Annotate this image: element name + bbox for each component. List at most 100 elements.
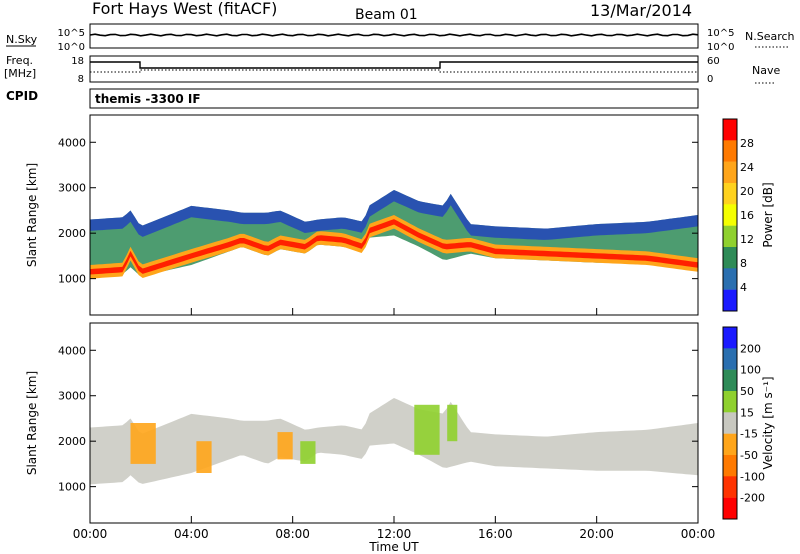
velocity-colorbar-label: Velocity [m s⁻¹]	[761, 376, 775, 469]
power-yaxis: 1000 2000 3000 4000	[58, 136, 698, 286]
freq-panel: Freq. [MHz] 18 8 60 0 Nave	[4, 54, 780, 85]
noise-panel: N.Sky 10^5 10^0 10^5 10^0 N.Search	[6, 23, 795, 53]
colorbar-tick-label: 200	[740, 342, 761, 355]
weak-echo-fringe	[90, 190, 698, 240]
power-panel: 1000 2000 3000 4000 Slant Range [km] 28 24 20…	[25, 114, 775, 316]
colorbar-tick-label: 12	[740, 233, 754, 246]
colorbar-swatch	[723, 455, 737, 477]
colorbar-tick-label: -50	[740, 449, 758, 462]
noise-left-tick-bottom: 10^0	[58, 42, 85, 53]
colorbar-tick-label: 15	[740, 406, 754, 419]
x-tick-label: 00:00	[681, 527, 716, 541]
y-tick-label: 2000	[58, 227, 86, 240]
velocity-band	[90, 398, 698, 485]
noise-left-tick-top: 10^5	[58, 28, 85, 39]
colorbar-tick-label: -100	[740, 470, 765, 483]
freq-tick-top: 18	[71, 56, 84, 67]
freq-tick-bottom: 8	[78, 74, 84, 85]
y-tick-label: 3000	[58, 390, 86, 403]
time-axis-label: Time UT	[368, 540, 419, 554]
x-tick-label: 00:00	[73, 527, 108, 541]
colorbar-tick-label: 8	[740, 257, 747, 270]
colorbar-swatch	[723, 412, 737, 434]
y-tick-label: 1000	[58, 273, 86, 286]
colorbar-swatch	[723, 348, 737, 370]
velocity-patch	[447, 404, 458, 442]
colorbar-swatch	[723, 369, 737, 392]
velocity-patch	[196, 441, 212, 473]
colorbar-tick-label: 50	[740, 385, 754, 398]
colorbar-swatch	[723, 433, 737, 456]
x-tick-label: 16:00	[478, 527, 513, 541]
colorbar-swatch	[723, 391, 737, 413]
colorbar-swatch	[723, 327, 737, 349]
peak-echo-strip	[90, 219, 698, 275]
colorbar-frame	[722, 326, 738, 520]
colorbar-swatch	[723, 476, 737, 498]
power-colorbar-label: Power [dB]	[761, 182, 775, 247]
colorbar-swatch	[723, 204, 737, 226]
colorbar-tick-label: 16	[740, 209, 754, 222]
date-label: 13/Mar/2014	[590, 1, 692, 20]
freq-label-line2: [MHz]	[4, 67, 36, 80]
nave-trace	[90, 69, 698, 73]
colorbar-swatch	[723, 268, 737, 290]
freq-label-line1: Freq.	[6, 54, 33, 67]
x-tick-label: 04:00	[174, 527, 209, 541]
colorbar-swatch	[723, 247, 737, 269]
echo-band	[90, 398, 698, 485]
noise-trace	[89, 33, 699, 37]
nave-tick-bottom: 0	[707, 74, 713, 85]
colorbar-swatch	[723, 183, 737, 205]
power-ylabel: Slant Range [km]	[25, 163, 39, 267]
colorbar-tick-label: -200	[740, 492, 765, 505]
velocity-patch	[277, 432, 293, 460]
velocity-panel: 1000 2000 3000 4000 Slant Range [km] 200 100…	[25, 322, 775, 524]
power-colorbar: 28 24 20 16 12 8 4	[722, 118, 754, 312]
colorbar-swatch	[723, 119, 737, 141]
y-tick-label: 4000	[58, 136, 86, 149]
colorbar-tick-label: 4	[740, 281, 747, 294]
beam-label: Beam 01	[355, 7, 418, 23]
noise-panel-frame	[89, 23, 699, 49]
y-tick-label: 1000	[58, 481, 86, 494]
colorbar-tick-label: 20	[740, 185, 754, 198]
cpid-frame	[89, 88, 699, 109]
colorbar-swatch	[723, 289, 737, 312]
station-title: Fort Hays West (fitACF)	[92, 0, 277, 18]
y-tick-label: 4000	[58, 344, 86, 357]
power-band	[90, 190, 698, 279]
freq-panel-frame	[89, 55, 699, 83]
colorbar-swatch	[723, 225, 737, 248]
x-tick-label: 12:00	[377, 527, 412, 541]
noise-right-tick-top: 10^5	[707, 28, 734, 39]
frequency-trace	[90, 61, 698, 69]
velocity-patch	[300, 441, 316, 464]
x-tick-label: 08:00	[275, 527, 310, 541]
y-tick-label: 2000	[58, 435, 86, 448]
y-tick-label: 3000	[58, 182, 86, 195]
cpid-label: CPID	[6, 89, 38, 103]
colorbar-tick-label: 24	[740, 161, 754, 174]
nave-tick-top: 60	[707, 56, 720, 67]
cpid-value: themis -3300 IF	[95, 92, 201, 106]
velocity-patch	[414, 404, 440, 455]
nave-label: Nave	[752, 64, 780, 77]
velocity-patch	[130, 423, 156, 464]
colorbar-swatch	[723, 161, 737, 184]
x-tick-label: 20:00	[579, 527, 614, 541]
noise-left-label: N.Sky	[6, 33, 38, 46]
colorbar-swatch	[723, 497, 737, 520]
colorbar-frame	[722, 118, 738, 312]
colorbar-swatch	[723, 140, 737, 162]
velocity-colorbar: 200 100 50 15 -15 -50 -100 -200	[722, 326, 765, 520]
noise-right-tick-bottom: 10^0	[707, 42, 734, 53]
strong-echo-strip	[90, 215, 698, 279]
colorbar-tick-label: 100	[740, 364, 761, 377]
time-axis: 00:00 04:00 08:00 12:00 16:00 20:00 00:00	[73, 308, 716, 541]
noise-right-label: N.Search	[745, 30, 795, 43]
velocity-yaxis: 1000 2000 3000 4000	[58, 344, 698, 494]
colorbar-tick-label: -15	[740, 428, 758, 441]
colorbar-tick-label: 28	[740, 137, 754, 150]
